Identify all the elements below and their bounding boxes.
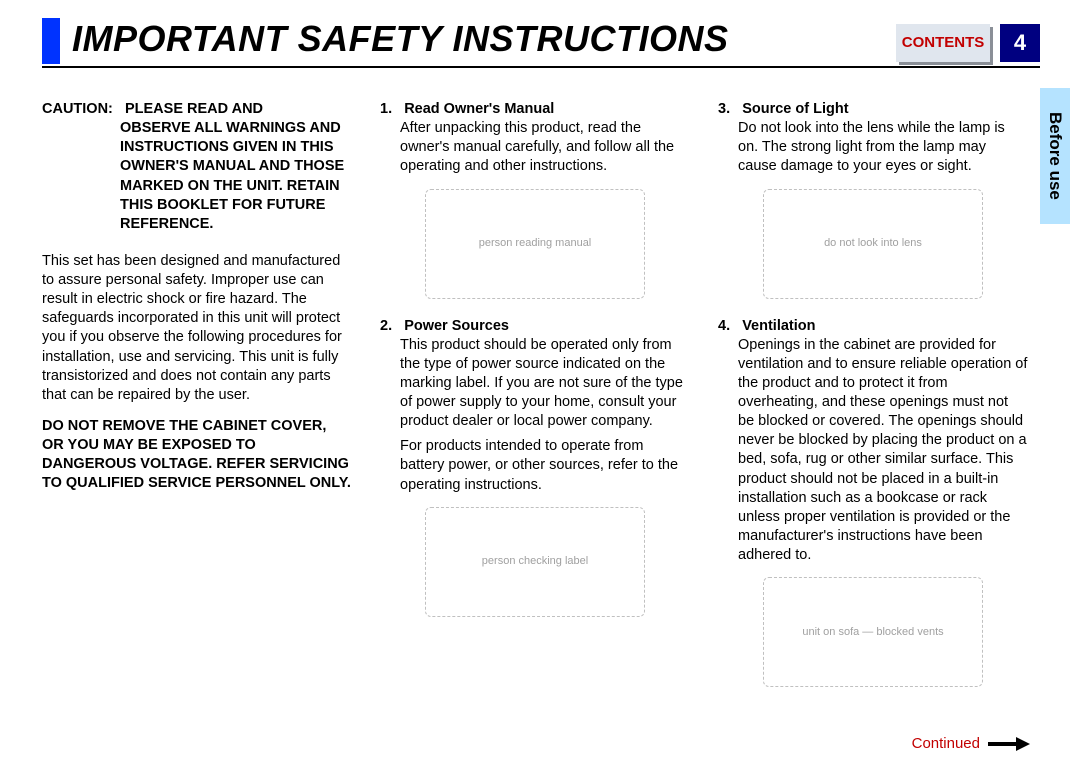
item-2-power-sources: 2. Power Sources This product should be …	[380, 317, 690, 495]
item-title: Read Owner's Manual	[404, 101, 554, 117]
item-body: This product should be operated only fro…	[380, 336, 690, 432]
item-title: Ventilation	[742, 318, 815, 334]
page-number: 4	[1000, 24, 1040, 62]
item-body: Openings in the cabinet are provided for…	[718, 336, 1028, 566]
item-4-ventilation: 4. Ventilation Openings in the cabinet a…	[718, 317, 1028, 566]
page-root: IMPORTANT SAFETY INSTRUCTIONS CONTENTS 4…	[0, 0, 1080, 764]
title-underline	[42, 66, 1040, 68]
caution-block: CAUTION: PLEASE READ AND OBSERVE ALL WAR…	[42, 100, 352, 234]
column-1: CAUTION: PLEASE READ AND OBSERVE ALL WAR…	[42, 100, 352, 505]
illustration-power-sources: person checking label	[425, 507, 645, 617]
do-not-remove-cover: DO NOT REMOVE THE CABINET COVER, OR YOU …	[42, 417, 352, 494]
continued-arrow-icon	[988, 737, 1030, 751]
item-1-read-manual: 1. Read Owner's Manual After unpacking t…	[380, 100, 690, 177]
page-title: IMPORTANT SAFETY INSTRUCTIONS	[72, 18, 729, 60]
item-body: Do not look into the lens while the lamp…	[718, 119, 1028, 176]
intro-paragraph: This set has been designed and manufactu…	[42, 252, 352, 405]
item-number: 4.	[718, 318, 730, 334]
section-tab-before-use[interactable]: Before use	[1040, 88, 1070, 224]
column-2: 1. Read Owner's Manual After unpacking t…	[380, 100, 690, 635]
item-title: Power Sources	[404, 318, 509, 334]
illustration-read-manual: person reading manual	[425, 189, 645, 299]
item-number: 3.	[718, 101, 730, 117]
contents-button[interactable]: CONTENTS	[896, 24, 990, 62]
item-number: 2.	[380, 318, 392, 334]
item-body-2: For products intended to operate from ba…	[380, 437, 690, 494]
item-title: Source of Light	[742, 101, 848, 117]
illustration-ventilation: unit on sofa — blocked vents	[763, 577, 983, 687]
caution-text-first: PLEASE READ AND	[125, 101, 263, 117]
continued-label: Continued	[912, 735, 980, 752]
illustration-source-of-light: do not look into lens	[763, 189, 983, 299]
item-body: After unpacking this product, read the o…	[380, 119, 690, 176]
item-3-source-of-light: 3. Source of Light Do not look into the …	[718, 100, 1028, 177]
caution-label: CAUTION:	[42, 101, 113, 117]
item-number: 1.	[380, 101, 392, 117]
title-accent-bar	[42, 18, 60, 64]
column-3: 3. Source of Light Do not look into the …	[718, 100, 1028, 705]
caution-text-rest: OBSERVE ALL WARNINGS AND INSTRUCTIONS GI…	[42, 119, 352, 234]
